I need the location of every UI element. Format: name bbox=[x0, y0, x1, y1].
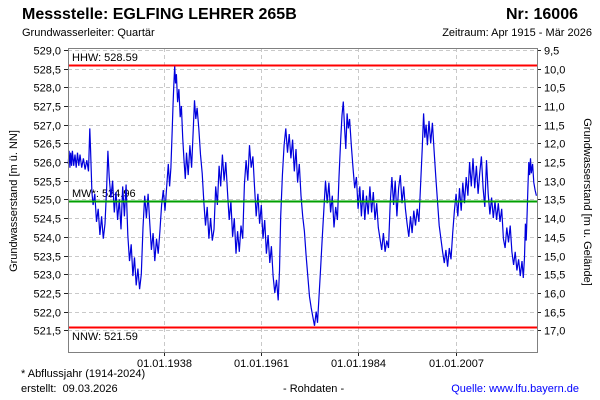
created-date-label: erstellt: 09.03.2026 bbox=[21, 383, 118, 395]
y-tick-label-left: 527,0 bbox=[33, 121, 61, 133]
period-label: Zeitraum: Apr 1915 - Mär 2026 bbox=[442, 27, 592, 39]
y-tick-label-left: 529,0 bbox=[33, 46, 61, 58]
y-tick-label-left: 523,5 bbox=[33, 252, 61, 264]
y-tick-label-left: 522,0 bbox=[33, 308, 61, 320]
y-tick-label-left: 524,5 bbox=[33, 214, 61, 226]
y-tick-label-right: 15,0 bbox=[544, 252, 565, 264]
y-tick-label-right: 16,0 bbox=[544, 289, 565, 301]
y-tick-label-left: 528,5 bbox=[33, 65, 61, 77]
y-axis-title-right: Grundwasserstand [m u. Gelände] bbox=[581, 118, 593, 286]
station-number: Nr: 16006 bbox=[505, 6, 578, 23]
y-tick-label-left: 527,5 bbox=[33, 102, 61, 114]
y-axis-title-left: Grundwasserstand [m ü. NN] bbox=[8, 130, 20, 272]
y-tick-label-right: 17,0 bbox=[544, 326, 565, 338]
y-tick-label-right: 11,0 bbox=[544, 102, 565, 114]
footnote-abflussjahr: * Abflussjahr (1914-2024) bbox=[21, 368, 146, 380]
mw-label: MW*: 524.96 bbox=[72, 188, 136, 200]
y-tick-label-right: 13,0 bbox=[544, 177, 565, 189]
y-tick-label-right: 14,5 bbox=[544, 233, 565, 245]
y-tick-label-left: 525,0 bbox=[33, 195, 61, 207]
x-tick-label: 01.01.1961 bbox=[234, 358, 289, 370]
data-series-line bbox=[67, 65, 537, 326]
source-link[interactable]: Quelle: www.lfu.bayern.de bbox=[451, 383, 579, 395]
y-tick-label-left: 521,5 bbox=[33, 326, 61, 338]
hhw-label: HHW: 528.59 bbox=[72, 52, 138, 64]
y-tick-label-left: 522,5 bbox=[33, 289, 61, 301]
nnw-label: NNW: 521.59 bbox=[72, 331, 138, 343]
y-tick-label-right: 11,5 bbox=[544, 121, 565, 133]
x-tick-label: 01.01.2007 bbox=[429, 358, 484, 370]
y-tick-label-right: 14,0 bbox=[544, 214, 565, 226]
y-tick-label-right: 10,5 bbox=[544, 83, 565, 95]
aquifer-label: Grundwasserleiter: Quartär bbox=[22, 27, 155, 39]
y-tick-label-left: 525,5 bbox=[33, 177, 61, 189]
y-tick-label-right: 15,5 bbox=[544, 270, 565, 282]
y-tick-label-right: 9,5 bbox=[544, 46, 559, 58]
y-tick-label-right: 12,5 bbox=[544, 158, 565, 170]
y-tick-label-left: 528,0 bbox=[33, 83, 61, 95]
y-tick-label-left: 526,5 bbox=[33, 139, 61, 151]
page-title: Messstelle: EGLFING LEHRER 265B bbox=[22, 6, 297, 23]
y-tick-label-left: 526,0 bbox=[33, 158, 61, 170]
x-tick-label: 01.01.1938 bbox=[137, 358, 192, 370]
data-type-label: - Rohdaten - bbox=[283, 383, 345, 395]
plot-border bbox=[68, 48, 538, 353]
y-tick-label-right: 13,5 bbox=[544, 195, 565, 207]
y-tick-label-left: 524,0 bbox=[33, 233, 61, 245]
y-tick-label-right: 12,0 bbox=[544, 139, 565, 151]
x-tick-label: 01.01.1984 bbox=[331, 358, 386, 370]
y-tick-label-right: 10,0 bbox=[544, 65, 565, 77]
y-tick-label-left: 523,0 bbox=[33, 270, 61, 282]
y-tick-label-right: 16,5 bbox=[544, 308, 565, 320]
